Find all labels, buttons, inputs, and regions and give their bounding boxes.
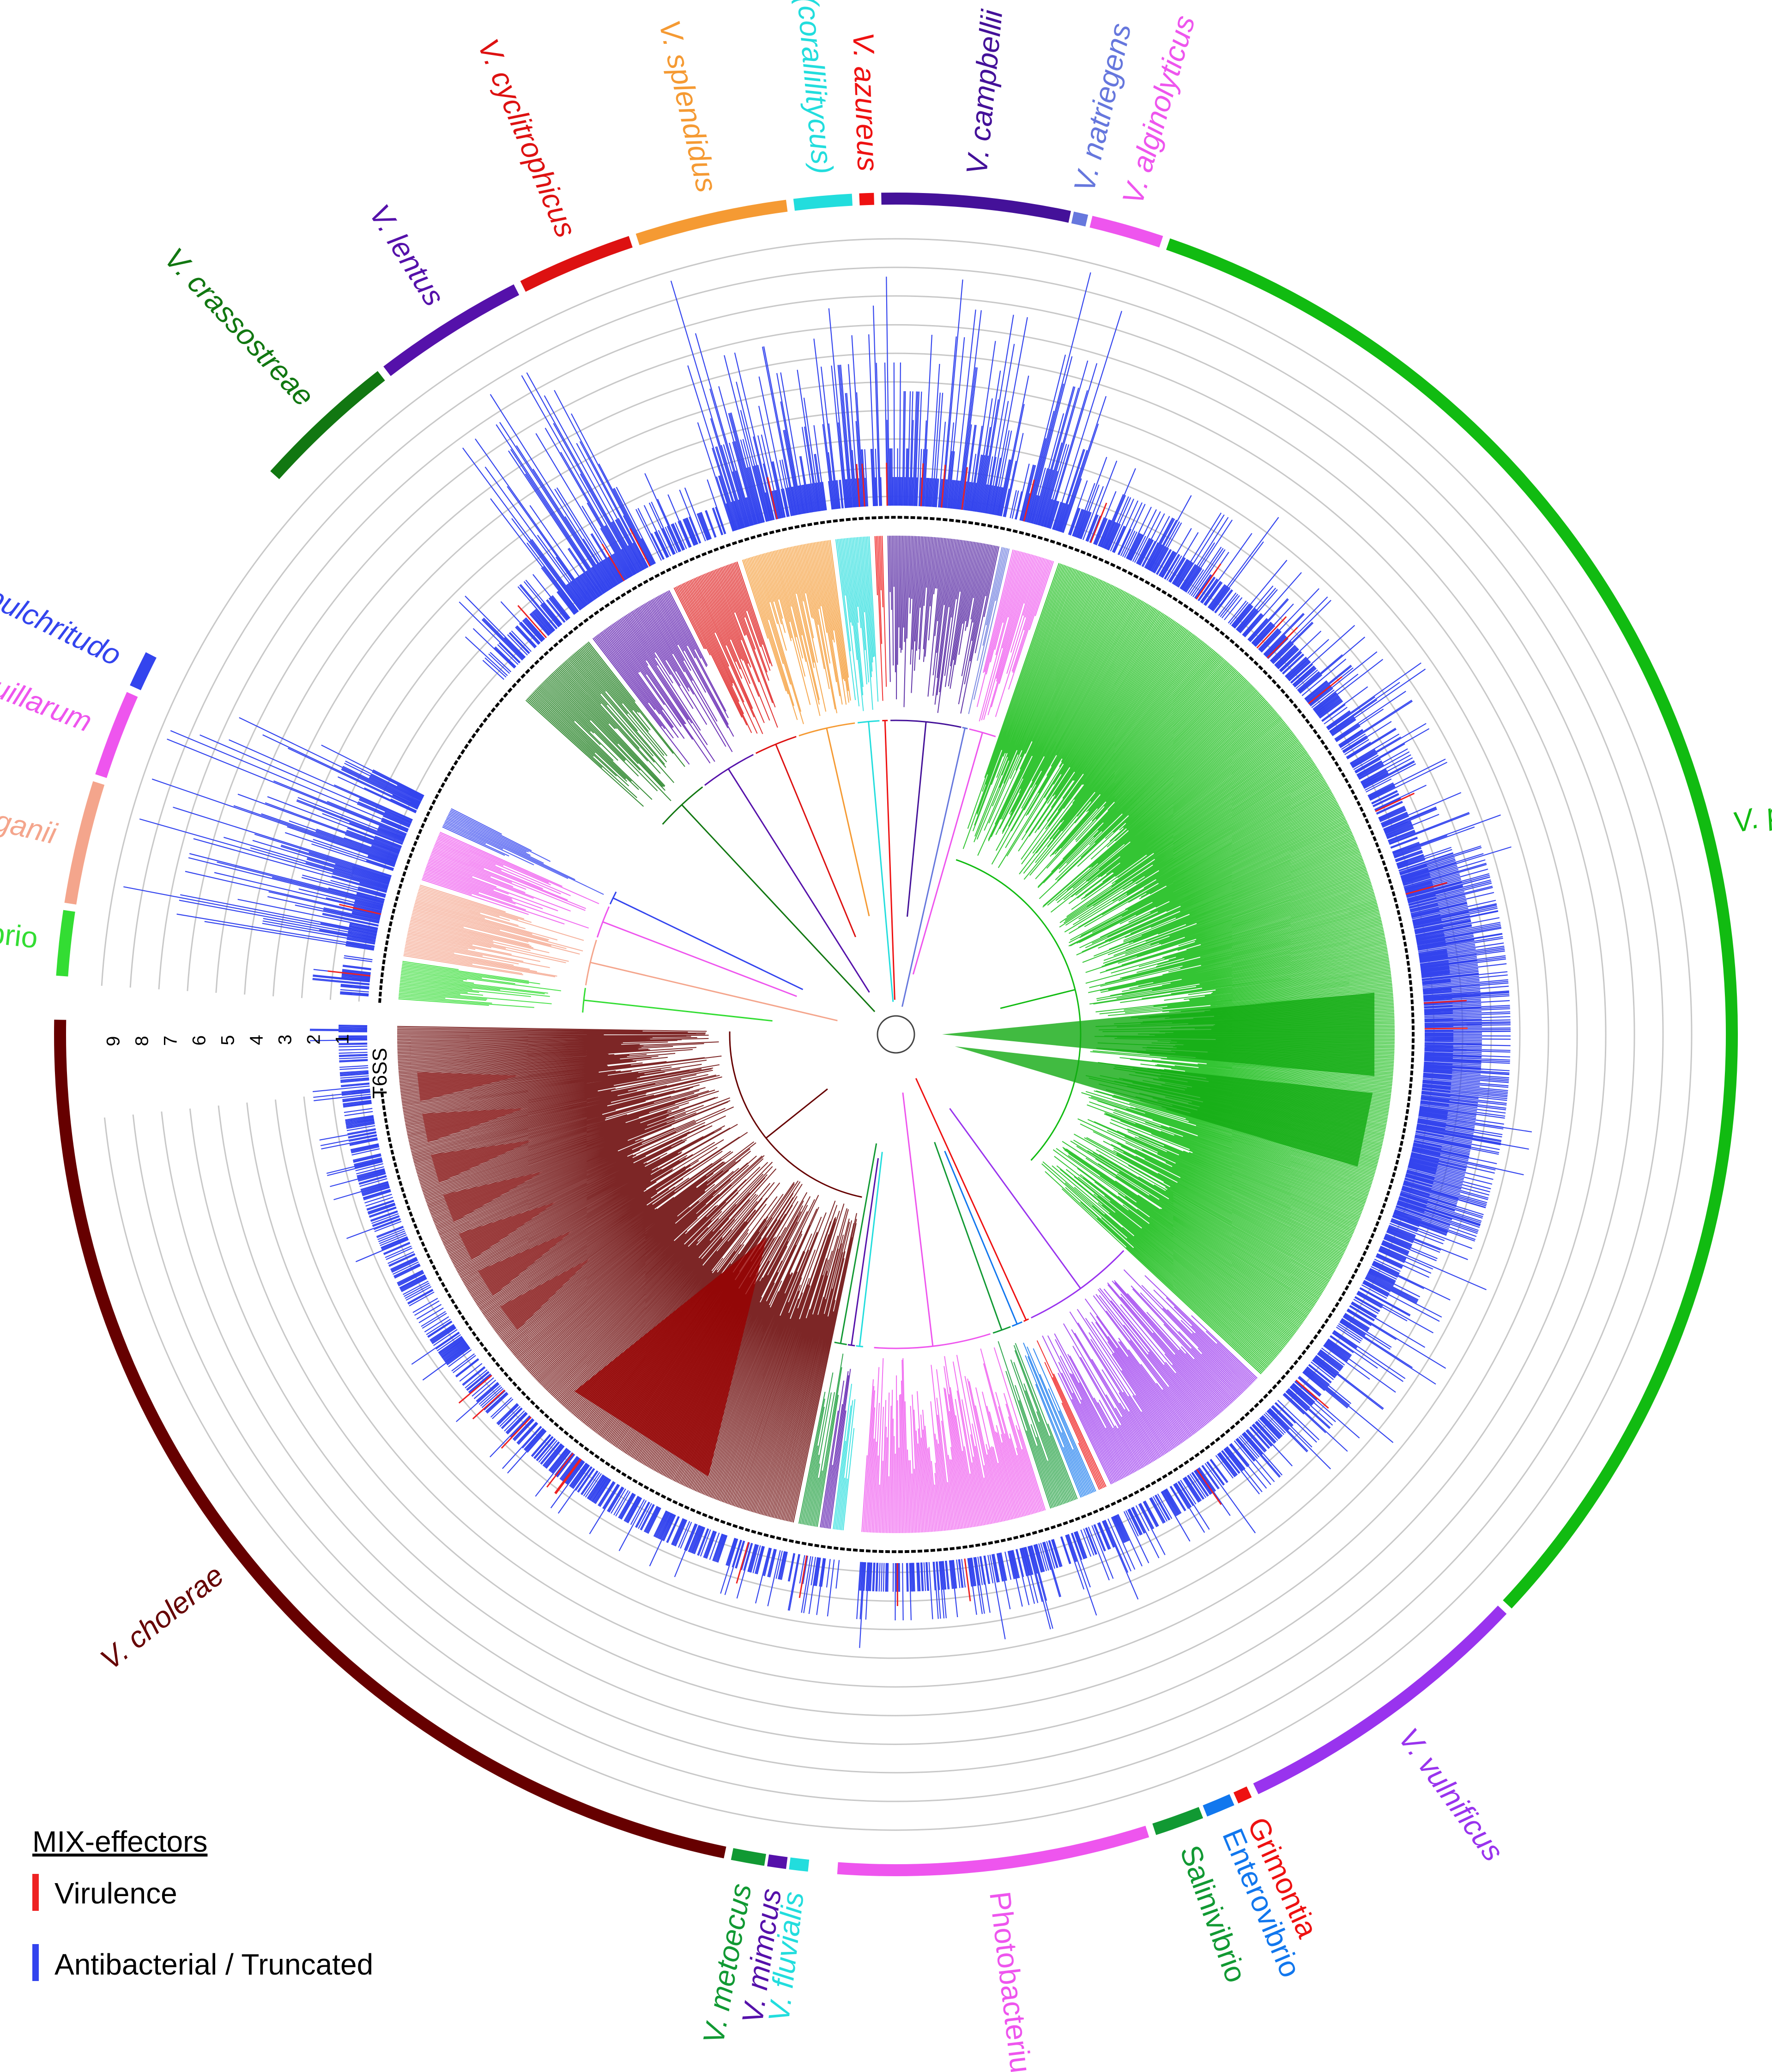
clade-arc <box>1203 1794 1234 1817</box>
track-label-t6ss: T6SS <box>369 1048 391 1099</box>
tree-clade-branches <box>798 1143 877 1527</box>
tree-clade-branches <box>901 547 1010 1007</box>
tree-clade-branches <box>835 536 894 1002</box>
scale-tick-label: 7 <box>161 1036 181 1046</box>
tree-clade-branches <box>874 536 895 1000</box>
tree-clade-branches <box>403 884 838 1021</box>
clade-arc <box>635 199 788 245</box>
clade-arc <box>270 371 385 479</box>
clade-label: V. azureus <box>847 32 884 172</box>
scale-ring <box>129 266 1664 1802</box>
tree-wedge <box>500 1258 591 1330</box>
clade-arc <box>789 1857 810 1872</box>
tree-clade-branches <box>944 1151 1096 1498</box>
clade-label: V. splendidus <box>653 17 724 195</box>
tree-clade-branches <box>593 590 870 993</box>
tree-clade-branches <box>915 1078 1107 1490</box>
clade-arc <box>56 910 75 977</box>
tip-ring <box>378 516 1415 1553</box>
clade-arc <box>1233 1786 1252 1804</box>
clade-arc <box>767 1854 788 1869</box>
tree-wedge <box>478 1231 572 1296</box>
tree-root <box>877 1015 915 1054</box>
tree-wedge <box>575 1237 767 1477</box>
tree-clade-branches <box>820 1158 879 1529</box>
tree-clade-branches <box>397 1026 862 1523</box>
phylogenetic-tree <box>378 516 1415 1553</box>
clade-label: V. vulnificus <box>1392 1722 1510 1867</box>
legend: MIX-effectors Virulence Antibacterial / … <box>32 1825 373 1981</box>
clade-arc <box>837 1825 1149 1876</box>
tree-clade-branches <box>949 1108 1258 1485</box>
tree-clade-branches <box>742 540 870 917</box>
clade-arc <box>1253 1605 1507 1794</box>
tree-wedge <box>431 1140 532 1183</box>
tree-clade-branches <box>421 832 797 997</box>
tree-wedge <box>417 1072 520 1101</box>
scale-ring <box>187 324 1607 1745</box>
clade-arc <box>793 193 853 211</box>
tree-wedge <box>443 1172 543 1222</box>
tree-clade-branches <box>833 1152 883 1531</box>
scale-tick-label: 1 <box>333 1034 353 1044</box>
clade-label: V. parahaemolyticus <box>1730 743 1772 840</box>
clade-label: V. crassostreae <box>158 242 321 413</box>
clade-arc <box>383 284 520 376</box>
clade-label: V. breoganii <box>0 782 60 851</box>
tree-clade-branches <box>398 960 773 1022</box>
scale-tick-label: 8 <box>132 1036 152 1046</box>
scale-tick-label: 2 <box>304 1034 324 1045</box>
scale-tick-label: 4 <box>247 1035 267 1045</box>
tree-clade-branches <box>956 563 1395 1375</box>
mix-effector-bars <box>123 272 1532 1648</box>
legend-swatch-virulence <box>32 1874 39 1911</box>
clade-arc <box>1071 211 1089 227</box>
scale-tick-label: 6 <box>189 1035 210 1045</box>
legend-label-antibacterial: Antibacterial / Truncated <box>54 1948 373 1981</box>
scale-tick-label: 5 <box>218 1035 238 1045</box>
clade-label: V. cyclitrophicus <box>472 34 583 242</box>
tree-wedge <box>955 1046 1373 1167</box>
scale-tick-label: 3 <box>275 1034 296 1045</box>
clade-arc <box>520 236 633 292</box>
clade-arc <box>1089 216 1163 248</box>
tree-clade-branches <box>912 549 1054 975</box>
clade-arc <box>54 1020 726 1859</box>
scale-tick-label: 9 <box>103 1036 124 1046</box>
tree-wedge <box>422 1108 525 1142</box>
tree-clade-branches <box>442 808 804 991</box>
clade-arc <box>1166 238 1738 1609</box>
tree-wedge <box>942 992 1375 1076</box>
legend-swatch-antibacterial <box>32 1944 39 1981</box>
clade-arc <box>64 781 105 905</box>
clade-label: V. nigripulchritudo <box>0 540 127 672</box>
clade-label: Aliivibrio <box>0 910 40 955</box>
legend-label-virulence: Virulence <box>54 1877 177 1910</box>
scale-ring <box>158 295 1635 1774</box>
tree-clade-branches <box>887 535 999 917</box>
clade-arc <box>1152 1807 1204 1835</box>
virulence-bars <box>327 463 1468 1607</box>
clade-arc <box>881 193 1071 223</box>
clade-arc <box>731 1848 766 1866</box>
tree-wedge <box>459 1202 556 1260</box>
tree-clade-branches <box>525 641 876 1012</box>
clade-label: Photobacterium <box>983 1890 1040 2072</box>
clade-arcs <box>54 193 1738 1876</box>
clade-arc <box>130 652 157 690</box>
clade-label: V. lentus <box>363 199 451 312</box>
tree-clade-branches <box>934 1142 1078 1509</box>
legend-title: MIX-effectors <box>32 1825 207 1858</box>
tree-clade-branches <box>673 561 856 937</box>
clade-label: V. orientalis (corallilitycus) <box>777 0 840 175</box>
clade-arc <box>95 692 138 778</box>
tree-clade-branches <box>861 1092 1046 1534</box>
clade-label: V. campbellii <box>960 7 1009 176</box>
clade-label: V. choleraе <box>94 1559 230 1676</box>
scale-ring <box>101 238 1693 1831</box>
